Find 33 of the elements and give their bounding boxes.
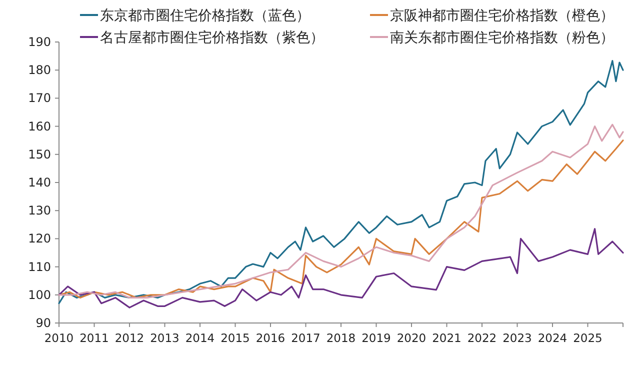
y-tick-label: 130: [28, 204, 51, 218]
line-series: [58, 60, 624, 304]
x-tick-label: 2011: [80, 331, 109, 345]
x-tick-label: 2010: [44, 331, 74, 345]
y-tick-label: 170: [28, 91, 51, 106]
y-tick-label: 190: [28, 35, 51, 49]
legend-label: 名古屋都市圈住宅价格指数（紫色）: [100, 30, 324, 46]
x-tick-label: 2016: [256, 331, 286, 345]
legend-label: 南关东都市圈住宅价格指数（粉色）: [390, 30, 614, 46]
x-tick-label: 2015: [220, 331, 250, 345]
x-tick-label: 2025: [573, 331, 602, 345]
y-tick-label: 90: [36, 316, 51, 330]
x-tick-label: 2017: [291, 331, 320, 345]
y-tick-label: 140: [28, 176, 51, 190]
y-tick-label: 100: [28, 288, 51, 302]
x-tick-label: 2022: [467, 331, 497, 345]
x-tick-label: 2014: [185, 331, 215, 345]
x-tick-label: 2024: [538, 331, 568, 345]
legend-label: 京阪神都市圈住宅价格指数（橙色）: [390, 8, 614, 24]
x-tick-label: 2013: [150, 331, 180, 345]
x-tick-label: 2012: [114, 331, 144, 345]
y-tick-label: 180: [28, 63, 51, 78]
x-tick-label: 2018: [326, 331, 356, 345]
y-tick-label: 110: [28, 260, 51, 274]
line-series: [58, 228, 624, 308]
legend-label: 东京都市圈住宅价格指数（蓝色）: [100, 8, 310, 24]
x-tick-label: 2020: [396, 331, 426, 345]
x-tick-label: 2023: [502, 331, 532, 345]
y-tick-label: 160: [28, 119, 51, 134]
y-tick-label: 150: [28, 147, 51, 162]
y-tick-label: 120: [28, 232, 51, 246]
x-tick-label: 2019: [362, 331, 391, 345]
x-tick-label: 2021: [432, 331, 462, 345]
